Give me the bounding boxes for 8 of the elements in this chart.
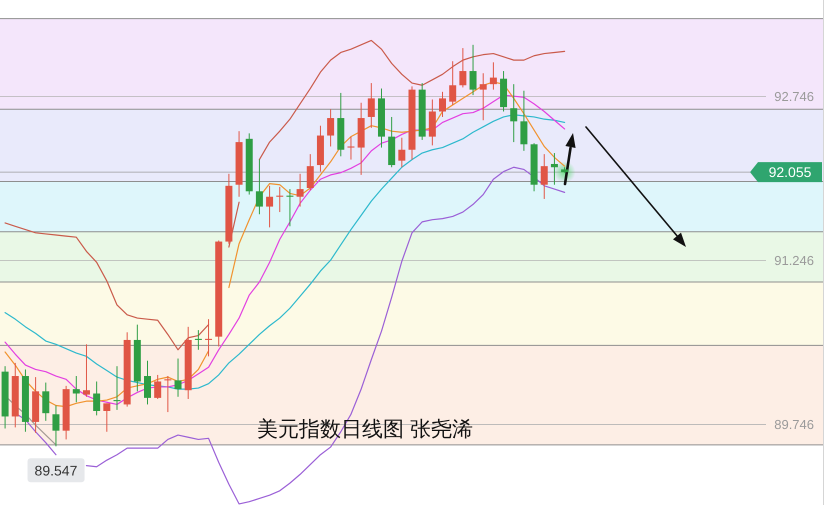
- ref-line-label: 92.055: [750, 162, 822, 182]
- y-tick-label: 92.746: [774, 89, 814, 104]
- y-tick-label: 89.746: [774, 417, 814, 432]
- annotation: 89.547: [28, 458, 85, 482]
- ref-line-label: 92.055: [768, 164, 812, 180]
- annotation: 89.547: [34, 462, 78, 478]
- y-tick-label: 91.246: [774, 253, 814, 268]
- title: 美元指数日线图 张尧浠: [257, 418, 473, 441]
